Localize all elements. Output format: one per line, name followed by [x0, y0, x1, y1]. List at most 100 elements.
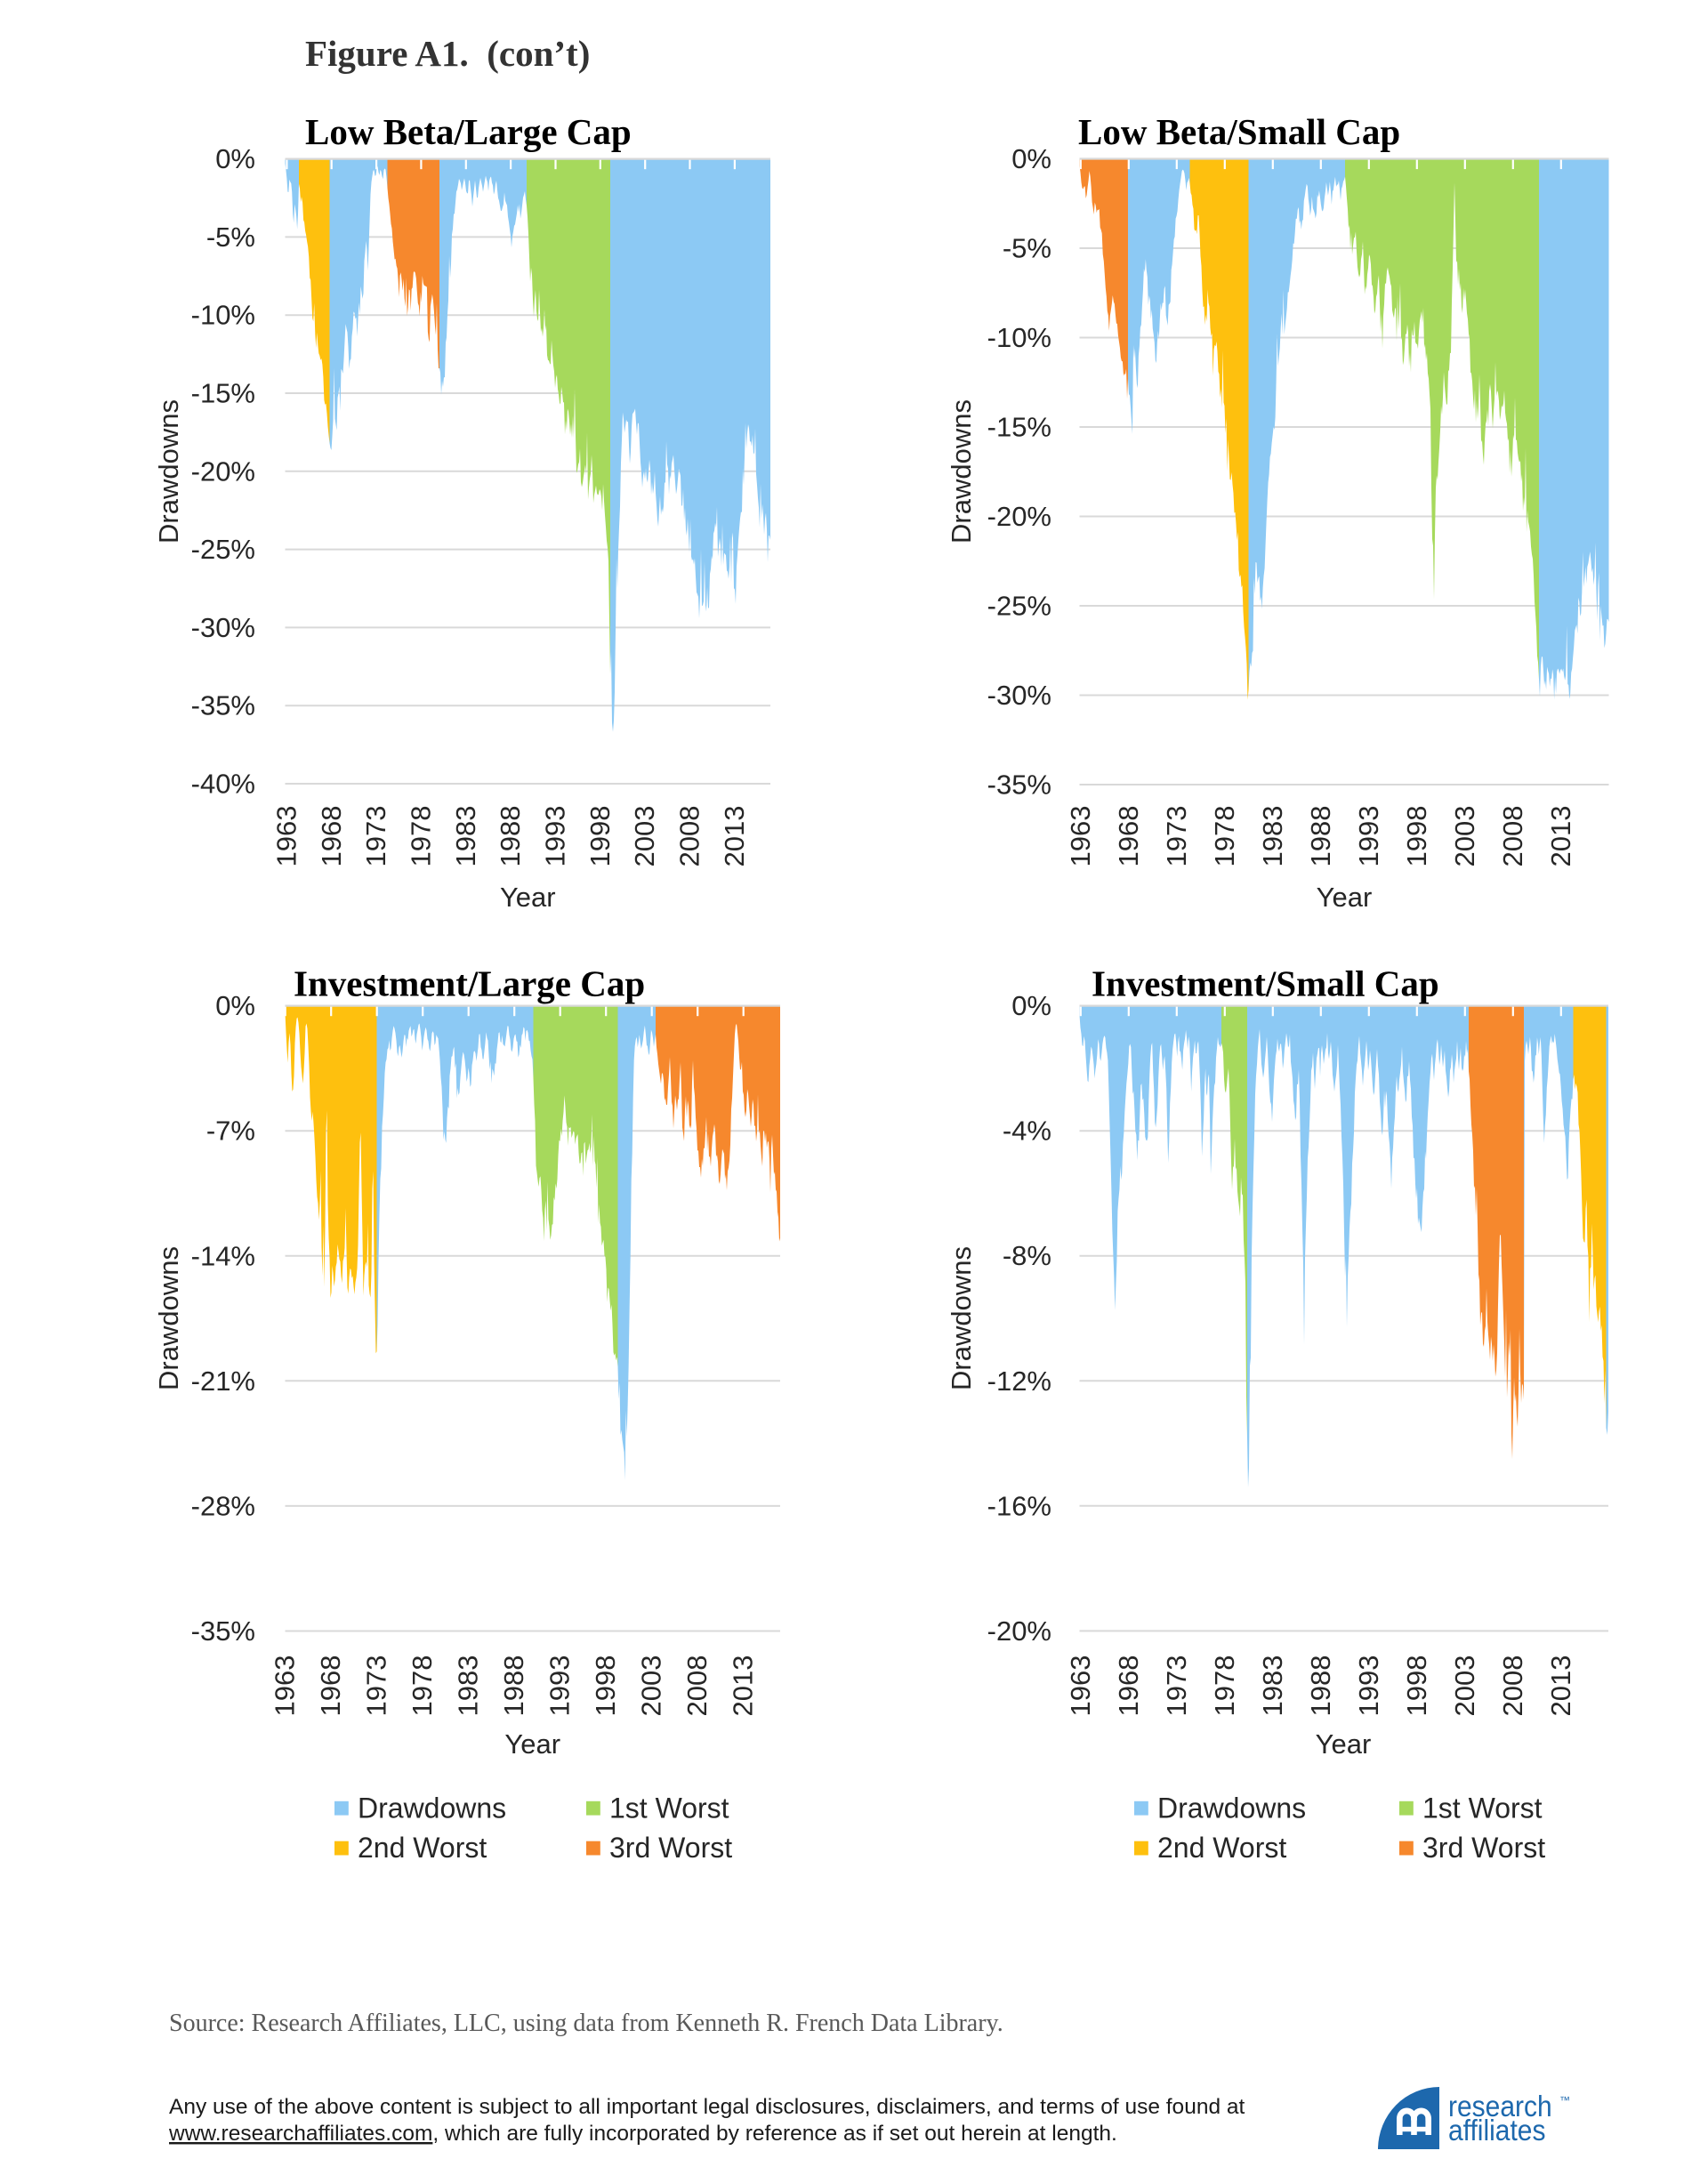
- svg-text:Drawdowns: Drawdowns: [1157, 1792, 1306, 1824]
- svg-text:-4%: -4%: [1003, 1116, 1051, 1147]
- svg-text:Drawdowns: Drawdowns: [358, 1792, 506, 1824]
- svg-text:-7%: -7%: [206, 1116, 255, 1147]
- svg-text:affiliates: affiliates: [1448, 2114, 1545, 2147]
- svg-text:1993: 1993: [544, 1655, 576, 1717]
- svg-text:Investment/Large Cap: Investment/Large Cap: [294, 963, 645, 1004]
- svg-text:-25%: -25%: [987, 591, 1051, 622]
- svg-text:1983: 1983: [1257, 806, 1288, 867]
- svg-text:1983: 1983: [450, 806, 481, 867]
- svg-text:1998: 1998: [1401, 806, 1432, 867]
- svg-text:-21%: -21%: [191, 1365, 255, 1397]
- svg-text:Year: Year: [504, 1728, 560, 1760]
- svg-text:2003: 2003: [629, 806, 660, 867]
- svg-text:-20%: -20%: [987, 501, 1051, 532]
- svg-text:2008: 2008: [1497, 1655, 1528, 1717]
- svg-text:2013: 2013: [1545, 1655, 1576, 1717]
- svg-text:3rd Worst: 3rd Worst: [1422, 1832, 1545, 1864]
- svg-text:Drawdowns: Drawdowns: [946, 1246, 977, 1390]
- svg-text:-28%: -28%: [191, 1490, 255, 1521]
- svg-text:1968: 1968: [1113, 1655, 1144, 1717]
- svg-text:1988: 1988: [498, 1655, 529, 1717]
- svg-text:1978: 1978: [405, 806, 436, 867]
- svg-text:2013: 2013: [719, 806, 750, 867]
- svg-text:1998: 1998: [1401, 1655, 1432, 1717]
- svg-text:1988: 1988: [1305, 1655, 1336, 1717]
- svg-text:1963: 1963: [270, 806, 302, 867]
- svg-text:1993: 1993: [1353, 1655, 1384, 1717]
- svg-text:1978: 1978: [1209, 806, 1240, 867]
- svg-text:1978: 1978: [407, 1655, 438, 1717]
- svg-text:2nd Worst: 2nd Worst: [358, 1832, 487, 1864]
- svg-text:0%: 0%: [215, 143, 255, 174]
- svg-text:3rd Worst: 3rd Worst: [609, 1832, 732, 1864]
- svg-text:2nd Worst: 2nd Worst: [1157, 1832, 1286, 1864]
- svg-text:-20%: -20%: [987, 1615, 1051, 1647]
- svg-text:Low Beta/Small Cap: Low Beta/Small Cap: [1078, 111, 1400, 152]
- svg-text:-35%: -35%: [191, 690, 255, 721]
- svg-text:2003: 2003: [1449, 806, 1480, 867]
- svg-text:1st Worst: 1st Worst: [1422, 1792, 1543, 1824]
- svg-text:1973: 1973: [360, 806, 391, 867]
- svg-text:1973: 1973: [1161, 806, 1192, 867]
- svg-text:2008: 2008: [674, 806, 705, 867]
- svg-text:1998: 1998: [590, 1655, 621, 1717]
- svg-text:0%: 0%: [215, 990, 255, 1021]
- svg-text:2003: 2003: [1449, 1655, 1480, 1717]
- svg-text:1978: 1978: [1209, 1655, 1240, 1717]
- svg-text:1963: 1963: [270, 1655, 301, 1717]
- svg-text:1988: 1988: [1305, 806, 1336, 867]
- svg-text:Any use of the above content i: Any use of the above content is subject …: [169, 2095, 1245, 2119]
- svg-text:Drawdowns: Drawdowns: [946, 399, 977, 544]
- svg-text:2013: 2013: [728, 1655, 759, 1717]
- svg-text:-14%: -14%: [191, 1240, 255, 1271]
- svg-text:1973: 1973: [361, 1655, 392, 1717]
- svg-text:-8%: -8%: [1003, 1240, 1051, 1271]
- svg-text:Figure A1. (con’t): Figure A1. (con’t): [305, 33, 590, 74]
- svg-text:Drawdowns: Drawdowns: [153, 1246, 184, 1390]
- svg-text:1988: 1988: [495, 806, 526, 867]
- svg-text:1983: 1983: [1257, 1655, 1288, 1717]
- svg-text:1963: 1963: [1065, 806, 1096, 867]
- svg-text:0%: 0%: [1011, 143, 1051, 174]
- svg-text:-35%: -35%: [191, 1615, 255, 1647]
- svg-text:Drawdowns: Drawdowns: [153, 399, 184, 544]
- svg-text:-12%: -12%: [987, 1365, 1051, 1397]
- svg-text:-16%: -16%: [987, 1490, 1051, 1521]
- svg-text:2013: 2013: [1545, 806, 1576, 867]
- svg-text:1983: 1983: [453, 1655, 484, 1717]
- svg-text:1993: 1993: [540, 806, 571, 867]
- svg-text:www.researchaffiliates.com, wh: www.researchaffiliates.com, which are fu…: [168, 2122, 1117, 2146]
- svg-text:2008: 2008: [681, 1655, 713, 1717]
- svg-text:-15%: -15%: [191, 378, 255, 409]
- svg-text:1968: 1968: [1113, 806, 1144, 867]
- svg-text:1968: 1968: [315, 1655, 346, 1717]
- svg-text:Investment/Small Cap: Investment/Small Cap: [1092, 963, 1439, 1004]
- svg-text:1998: 1998: [584, 806, 616, 867]
- svg-text:1963: 1963: [1065, 1655, 1096, 1717]
- svg-text:-5%: -5%: [1003, 233, 1051, 264]
- svg-text:2008: 2008: [1497, 806, 1528, 867]
- svg-text:-40%: -40%: [191, 769, 255, 800]
- svg-text:Low Beta/Large Cap: Low Beta/Large Cap: [305, 111, 632, 152]
- svg-text:Year: Year: [1317, 882, 1373, 913]
- svg-text:1973: 1973: [1161, 1655, 1192, 1717]
- svg-text:-30%: -30%: [987, 680, 1051, 711]
- svg-text:0%: 0%: [1011, 990, 1051, 1021]
- svg-text:-25%: -25%: [191, 534, 255, 565]
- svg-text:1st Worst: 1st Worst: [609, 1792, 729, 1824]
- svg-text:Year: Year: [500, 882, 556, 913]
- svg-text:-20%: -20%: [191, 455, 255, 487]
- svg-text:1968: 1968: [316, 806, 347, 867]
- svg-text:-30%: -30%: [191, 612, 255, 643]
- svg-text:1993: 1993: [1353, 806, 1384, 867]
- svg-text:-35%: -35%: [987, 769, 1051, 801]
- svg-text:2003: 2003: [636, 1655, 667, 1717]
- svg-text:Year: Year: [1316, 1728, 1372, 1760]
- svg-text:-10%: -10%: [987, 322, 1051, 353]
- svg-text:-10%: -10%: [191, 300, 255, 331]
- svg-text:Source: Research Affiliates, L: Source: Research Affiliates, LLC, using …: [169, 2010, 1003, 2037]
- svg-text:research: research: [1448, 2090, 1552, 2123]
- svg-text:-5%: -5%: [206, 222, 255, 253]
- svg-text:™: ™: [1559, 2094, 1570, 2107]
- svg-text:-15%: -15%: [987, 412, 1051, 443]
